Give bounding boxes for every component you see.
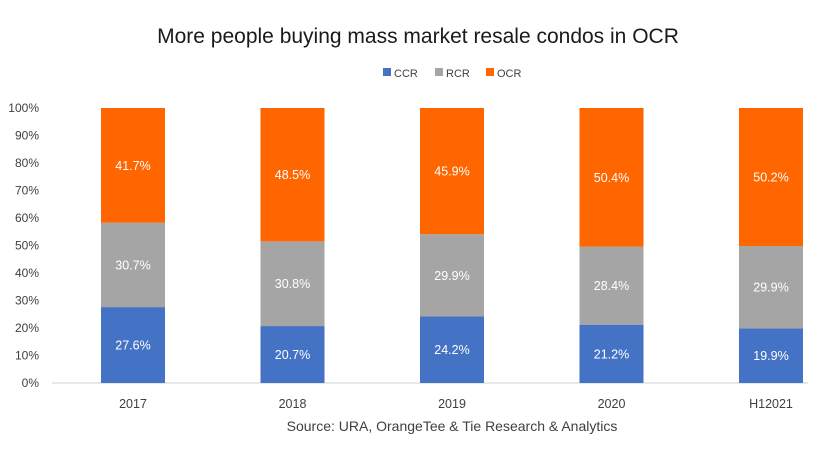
bar-segment-rcr: [579, 246, 644, 325]
x-tick-label: 2020: [598, 397, 626, 411]
data-label: 45.9%: [434, 165, 469, 179]
bar-segment-ocr: [579, 108, 644, 247]
y-tick-label: 80%: [15, 156, 39, 170]
data-label: 28.4%: [594, 279, 629, 293]
x-axis: 2017 2018 2019 2020 H12021: [119, 397, 793, 411]
bar-segment-ccr: [101, 307, 165, 383]
legend-swatch-ocr: [486, 68, 494, 76]
chart-title: More people buying mass market resale co…: [157, 25, 679, 48]
x-tick-label: H12021: [749, 397, 793, 411]
legend-label-ccr: CCR: [394, 68, 418, 80]
bar-segment-rcr: [260, 241, 325, 327]
y-tick-label: 60%: [15, 211, 39, 225]
source-note: Source: URA, OrangeTee & Tie Research & …: [287, 418, 618, 434]
data-label: 29.9%: [434, 269, 469, 283]
bar-segment-rcr: [739, 246, 803, 329]
bar-segment-ocr: [101, 108, 165, 223]
bar-segment-ccr: [739, 328, 803, 383]
y-tick-label: 40%: [15, 266, 39, 280]
bar-segment-ccr: [260, 326, 325, 383]
x-tick-label: 2017: [119, 397, 147, 411]
data-label: 50.2%: [753, 171, 788, 185]
data-label: 48.5%: [275, 168, 310, 182]
y-tick-label: 30%: [15, 294, 39, 308]
legend-label-rcr: RCR: [446, 68, 470, 80]
bars: 27.6% 30.7% 41.7% 20.7% 30.8% 48.5% 24.2% 29.9%…: [101, 108, 803, 383]
data-label: 20.7%: [275, 348, 310, 362]
data-label: 41.7%: [115, 159, 150, 173]
y-tick-label: 0%: [22, 376, 40, 390]
bar-segment-rcr: [420, 234, 484, 317]
legend-label-ocr: OCR: [497, 68, 522, 80]
y-tick-label: 10%: [15, 349, 39, 363]
y-tick-label: 70%: [15, 184, 39, 198]
y-tick-label: 20%: [15, 321, 39, 335]
data-label: 24.2%: [434, 343, 469, 357]
bar-segment-ccr: [579, 324, 644, 383]
bar-segment-ocr: [260, 108, 325, 242]
legend-swatch-rcr: [435, 68, 443, 76]
data-label: 50.4%: [594, 171, 629, 185]
bar-segment-ccr: [420, 316, 484, 383]
y-tick-label: 90%: [15, 129, 39, 143]
data-label: 29.9%: [753, 281, 788, 295]
data-label: 30.8%: [275, 277, 310, 291]
legend: CCR RCR OCR: [383, 68, 522, 80]
data-label: 21.2%: [594, 347, 629, 361]
data-label: 30.7%: [115, 258, 150, 272]
y-tick-label: 50%: [15, 239, 39, 253]
data-label: 27.6%: [115, 339, 150, 353]
x-tick-label: 2019: [438, 397, 466, 411]
y-tick-label: 100%: [8, 101, 39, 115]
bar-segment-ocr: [739, 108, 803, 247]
legend-swatch-ccr: [383, 68, 391, 76]
y-axis: 0% 10% 20% 30% 40% 50% 60% 70% 80% 90% 100%: [8, 101, 39, 390]
bar-segment-ocr: [420, 108, 484, 235]
data-label: 19.9%: [753, 349, 788, 363]
bar-segment-rcr: [101, 222, 165, 308]
x-tick-label: 2018: [279, 397, 307, 411]
